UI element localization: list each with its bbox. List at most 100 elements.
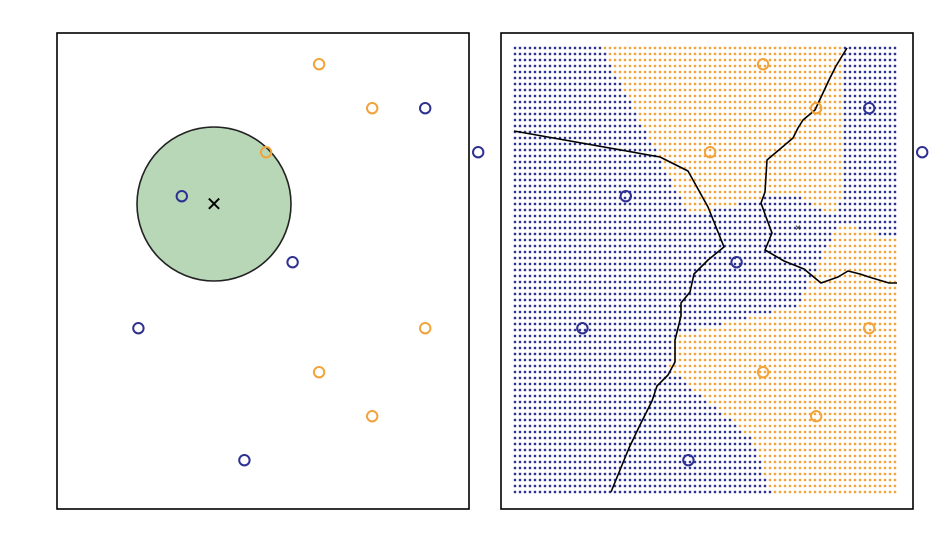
grid-dot-orange	[813, 190, 817, 194]
grid-dot-blue	[608, 316, 612, 320]
grid-dot-orange	[728, 112, 732, 116]
grid-dot-orange	[878, 292, 882, 296]
grid-dot-blue	[608, 70, 612, 74]
grid-dot-blue	[878, 142, 882, 146]
grid-dot-orange	[713, 178, 717, 182]
grid-dot-orange	[853, 286, 857, 290]
grid-dot-orange	[663, 130, 667, 134]
grid-dot-orange	[838, 316, 842, 320]
grid-dot-blue	[533, 352, 537, 356]
grid-dot-blue	[883, 64, 887, 68]
grid-dot-blue	[598, 202, 602, 206]
grid-dot-blue	[543, 352, 547, 356]
grid-dot-blue	[643, 286, 647, 290]
grid-dot-blue	[643, 316, 647, 320]
grid-dot-blue	[668, 388, 672, 392]
grid-dot-orange	[783, 310, 787, 314]
grid-dot-orange	[718, 358, 722, 362]
grid-dot-orange	[703, 388, 707, 392]
grid-dot-blue	[653, 340, 657, 344]
grid-dot-blue	[783, 250, 787, 254]
grid-dot-blue	[593, 400, 597, 404]
grid-dot-blue	[593, 202, 597, 206]
grid-dot-orange	[763, 136, 767, 140]
grid-dot-blue	[888, 100, 892, 104]
grid-dot-orange	[823, 376, 827, 380]
grid-dot-blue	[723, 430, 727, 434]
grid-dot-orange	[673, 106, 677, 110]
grid-dot-blue	[623, 166, 627, 170]
grid-dot-blue	[618, 328, 622, 332]
grid-dot-blue	[633, 232, 637, 236]
grid-dot-orange	[663, 52, 667, 56]
grid-dot-blue	[798, 262, 802, 266]
grid-dot-orange	[803, 388, 807, 392]
grid-dot-blue	[773, 286, 777, 290]
grid-dot-blue	[613, 196, 617, 200]
grid-dot-blue	[513, 244, 517, 248]
grid-dot-blue	[678, 418, 682, 422]
grid-dot-blue	[853, 88, 857, 92]
grid-dot-blue	[613, 328, 617, 332]
grid-dot-blue	[518, 46, 522, 50]
grid-dot-blue	[518, 328, 522, 332]
grid-dot-blue	[533, 376, 537, 380]
grid-dot-orange	[878, 376, 882, 380]
grid-dot-orange	[833, 148, 837, 152]
grid-dot-blue	[548, 100, 552, 104]
grid-dot-orange	[873, 400, 877, 404]
grid-dot-orange	[708, 154, 712, 158]
grid-dot-blue	[643, 178, 647, 182]
grid-dot-blue	[533, 388, 537, 392]
grid-dot-orange	[693, 208, 697, 212]
grid-dot-blue	[588, 106, 592, 110]
grid-dot-blue	[733, 268, 737, 272]
grid-dot-blue	[683, 382, 687, 386]
grid-dot-orange	[833, 184, 837, 188]
grid-dot-orange	[698, 202, 702, 206]
grid-dot-orange	[663, 160, 667, 164]
grid-dot-orange	[848, 238, 852, 242]
grid-dot-orange	[743, 76, 747, 80]
grid-dot-blue	[548, 328, 552, 332]
right-panel: ✕	[500, 32, 929, 510]
grid-dot-blue	[648, 364, 652, 368]
grid-dot-blue	[738, 238, 742, 242]
grid-dot-blue	[683, 220, 687, 224]
grid-dot-orange	[743, 346, 747, 350]
grid-dot-orange	[658, 148, 662, 152]
grid-dot-orange	[768, 160, 772, 164]
grid-dot-orange	[753, 376, 757, 380]
grid-dot-blue	[668, 340, 672, 344]
grid-dot-blue	[808, 274, 812, 278]
grid-dot-orange	[648, 82, 652, 86]
grid-dot-orange	[753, 88, 757, 92]
grid-dot-blue	[673, 418, 677, 422]
grid-dot-blue	[878, 82, 882, 86]
grid-dot-orange	[798, 166, 802, 170]
grid-dot-blue	[813, 226, 817, 230]
grid-dot-orange	[818, 352, 822, 356]
grid-dot-orange	[738, 418, 742, 422]
grid-dot-blue	[613, 154, 617, 158]
grid-dot-blue	[598, 346, 602, 350]
grid-dot-blue	[738, 280, 742, 284]
grid-dot-blue	[713, 310, 717, 314]
grid-dot-blue	[583, 418, 587, 422]
grid-dot-blue	[813, 238, 817, 242]
grid-dot-blue	[633, 160, 637, 164]
grid-dot-blue	[878, 106, 882, 110]
grid-dot-orange	[838, 304, 842, 308]
grid-dot-blue	[878, 112, 882, 116]
grid-dot-orange	[808, 76, 812, 80]
grid-dot-orange	[673, 364, 677, 368]
grid-dot-blue	[553, 268, 557, 272]
grid-dot-blue	[563, 418, 567, 422]
grid-dot-orange	[748, 76, 752, 80]
grid-dot-orange	[613, 70, 617, 74]
grid-dot-blue	[658, 166, 662, 170]
grid-dot-orange	[708, 196, 712, 200]
grid-dot-blue	[588, 208, 592, 212]
grid-dot-blue	[623, 208, 627, 212]
grid-dot-blue	[678, 274, 682, 278]
